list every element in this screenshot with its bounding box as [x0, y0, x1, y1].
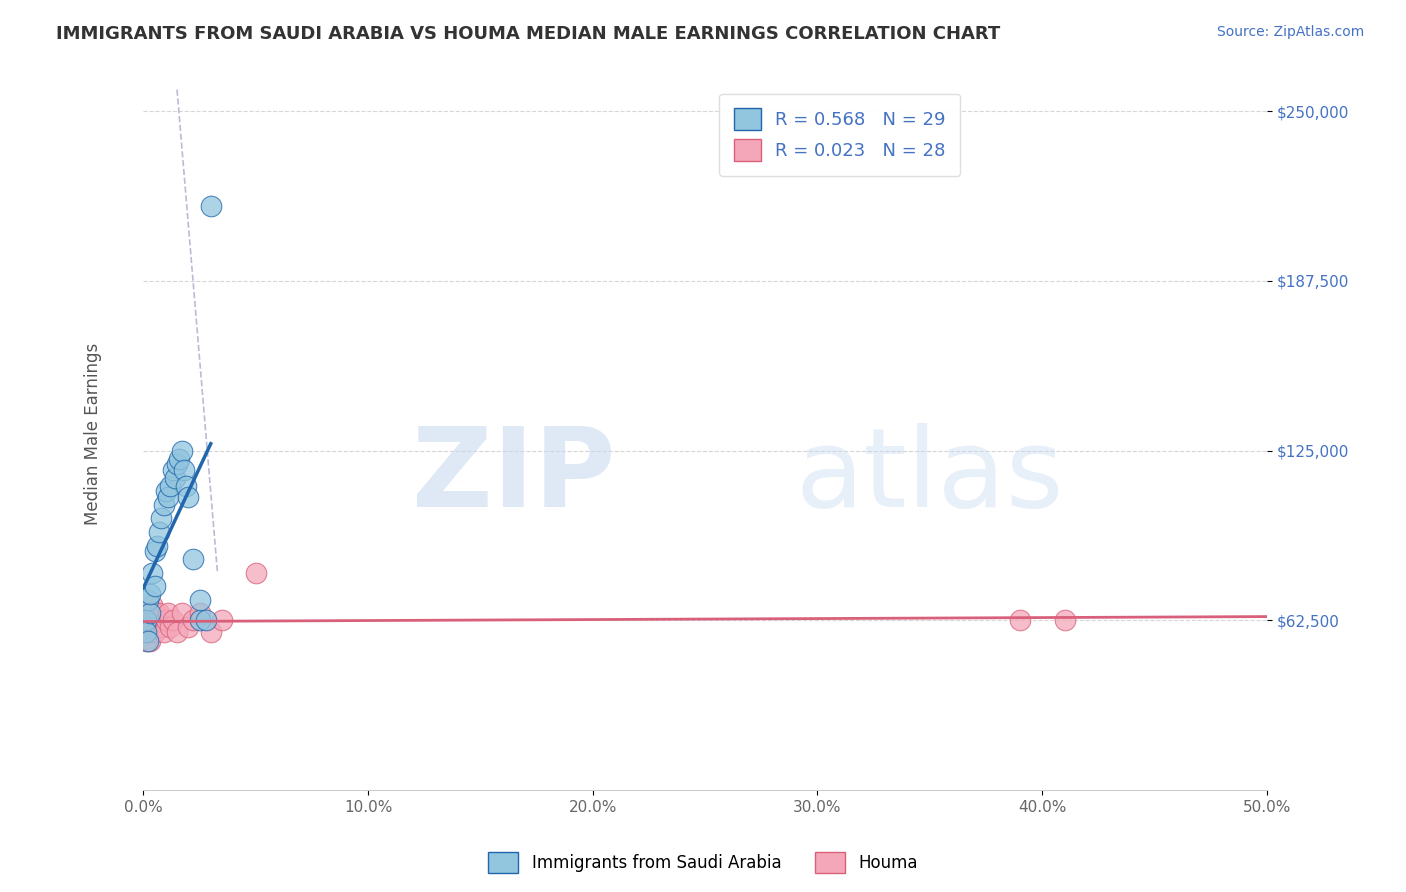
- Point: [141, 613, 163, 627]
- Point: [143, 607, 166, 621]
- Point: [143, 579, 166, 593]
- Point: [146, 613, 169, 627]
- Point: [162, 613, 184, 627]
- Point: [139, 587, 162, 601]
- Point: [245, 566, 267, 580]
- Point: [152, 498, 174, 512]
- Point: [135, 633, 157, 648]
- Legend: R = 0.568   N = 29, R = 0.023   N = 28: R = 0.568 N = 29, R = 0.023 N = 28: [720, 94, 960, 176]
- Point: [181, 552, 204, 566]
- Point: [166, 625, 188, 640]
- Point: [141, 599, 163, 613]
- Point: [139, 607, 162, 621]
- Point: [136, 607, 159, 621]
- Point: [148, 524, 170, 539]
- Point: [157, 607, 180, 621]
- Point: [181, 613, 204, 627]
- Point: [170, 443, 193, 458]
- Point: [177, 620, 200, 634]
- Point: [155, 484, 177, 499]
- Point: [173, 462, 195, 476]
- Text: ZIP: ZIP: [412, 423, 616, 530]
- Text: atlas: atlas: [794, 423, 1063, 530]
- Point: [135, 613, 157, 627]
- Point: [166, 457, 188, 471]
- Point: [150, 620, 173, 634]
- Point: [200, 625, 222, 640]
- Point: [139, 633, 162, 648]
- Point: [169, 451, 191, 466]
- Point: [146, 539, 169, 553]
- Point: [143, 625, 166, 640]
- Text: IMMIGRANTS FROM SAUDI ARABIA VS HOUMA MEDIAN MALE EARNINGS CORRELATION CHART: IMMIGRANTS FROM SAUDI ARABIA VS HOUMA ME…: [56, 25, 1001, 43]
- Point: [188, 607, 211, 621]
- Legend: Immigrants from Saudi Arabia, Houma: Immigrants from Saudi Arabia, Houma: [482, 846, 924, 880]
- Point: [157, 490, 180, 504]
- Point: [143, 544, 166, 558]
- Point: [141, 566, 163, 580]
- Point: [188, 613, 211, 627]
- Text: Source: ZipAtlas.com: Source: ZipAtlas.com: [1216, 25, 1364, 39]
- Point: [139, 620, 162, 634]
- Point: [135, 625, 157, 640]
- Point: [159, 620, 181, 634]
- Point: [162, 462, 184, 476]
- Point: [1053, 613, 1076, 627]
- Point: [1008, 613, 1031, 627]
- Point: [135, 613, 157, 627]
- Point: [170, 607, 193, 621]
- Point: [159, 479, 181, 493]
- Point: [152, 625, 174, 640]
- Text: Median Male Earnings: Median Male Earnings: [84, 343, 101, 524]
- Point: [136, 592, 159, 607]
- Point: [148, 607, 170, 621]
- Point: [163, 471, 186, 485]
- Point: [195, 613, 218, 627]
- Point: [188, 592, 211, 607]
- Point: [155, 613, 177, 627]
- Point: [211, 613, 233, 627]
- Point: [174, 479, 197, 493]
- Point: [177, 490, 200, 504]
- Point: [150, 511, 173, 525]
- Point: [136, 625, 159, 640]
- Point: [200, 199, 222, 213]
- Point: [136, 633, 159, 648]
